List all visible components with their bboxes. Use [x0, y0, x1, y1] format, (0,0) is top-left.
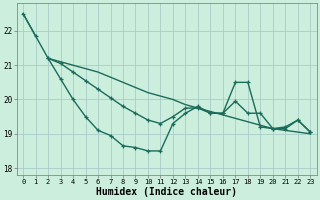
X-axis label: Humidex (Indice chaleur): Humidex (Indice chaleur)	[96, 186, 237, 197]
